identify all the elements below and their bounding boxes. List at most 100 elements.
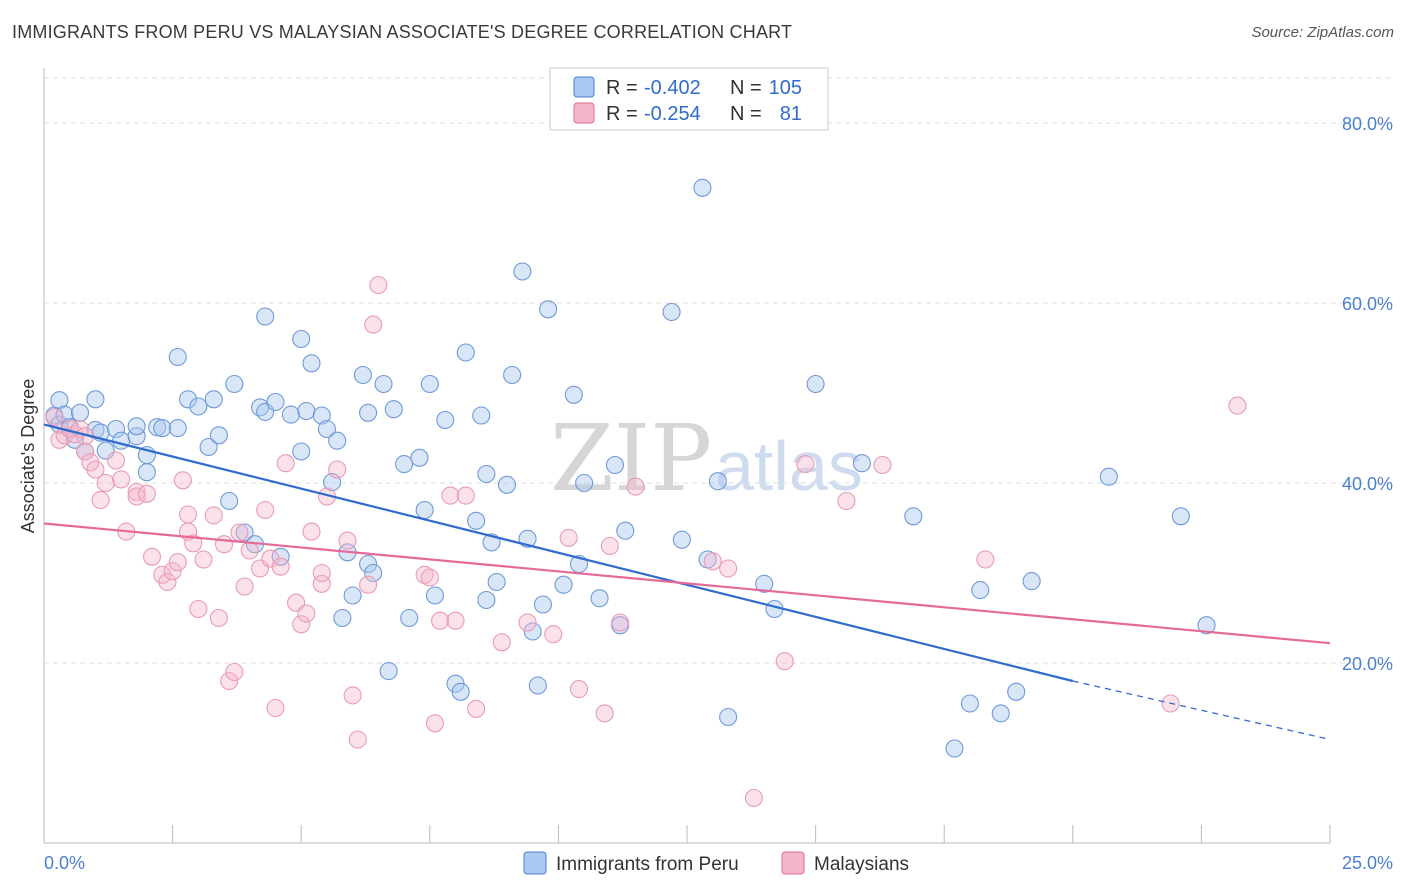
peru-point [852,454,871,473]
malaysian-point [415,565,434,584]
peru-point [719,707,738,727]
source-credit: Source: ZipAtlas.com [1251,24,1394,41]
peru-point [477,464,496,484]
peru-point [359,403,378,422]
peru-point [456,343,475,362]
peru-point [364,563,383,583]
peru-point [693,178,712,197]
peru-trend-line [43,423,1074,683]
peru-point [575,473,594,493]
tick-labels: 20.0% 40.0% 60.0% 80.0% 0.0% 25.0% [44,114,1393,873]
y-axis-title: Associate's Degree [18,379,38,534]
malaysian-point [611,613,630,632]
bottom-legend-label-pink: Malaysians [814,854,909,875]
legend-n-value-pink: 81 [780,103,802,125]
peru-point [960,694,979,713]
peru-point [333,608,352,628]
malaysian-point [302,522,321,541]
peru-point [1007,682,1026,701]
peru-point [374,374,393,394]
peru-point [127,427,146,446]
peru-point [1099,467,1118,486]
peru-point [605,455,625,475]
peru-point [50,391,69,410]
peru-point [312,406,331,425]
peru-point [616,521,635,540]
malaysian-point [220,671,239,691]
malaysian-point [256,500,275,520]
legend-r-value-pink: -0.254 [644,103,701,125]
malaysian-point [1228,396,1247,415]
peru-point [256,307,275,326]
peru-point [302,354,321,373]
malaysian-point [518,613,537,632]
peru-point [451,682,470,701]
peru-point [528,676,547,695]
peru-point [410,448,429,467]
peru-point [1022,572,1041,591]
malaysian-point [127,487,146,506]
peru-point [904,507,923,526]
peru-point [168,419,187,438]
legend-n-label-pink: N = [730,103,762,125]
peru-point [70,403,90,422]
trend-layer [43,423,1331,741]
peru-point [127,417,146,436]
peru-point [708,472,727,491]
legend-swatch-blue [573,76,595,98]
malaysian-point [276,454,295,473]
top-legend-box [549,67,829,131]
peru-point [564,385,583,404]
malaysian-point [441,486,460,505]
malaysian-point [328,460,347,479]
peru-point [467,511,486,530]
peru-point [755,574,774,593]
peru-point [662,302,681,322]
peru-point [281,405,300,424]
malaysian-point [775,652,794,671]
peru-point [86,390,105,409]
peru-point [168,347,187,367]
malaysian-point [189,599,208,619]
peru-point [204,390,223,409]
malaysian-point [178,505,198,524]
malaysian-point [240,541,259,560]
peru-point [425,586,444,605]
malaysian-point [446,611,465,630]
chart-title: IMMIGRANTS FROM PERU VS MALAYSIAN ASSOCI… [12,22,793,42]
malaysian-point [703,552,722,571]
malaysian-point [343,686,362,705]
peru-point [472,406,491,425]
peru-point [1197,616,1216,635]
peru-point [297,401,316,421]
watermark-zip: ZIP [550,405,712,512]
malaysian-point [456,486,475,505]
axes-layer [43,68,1331,844]
peru-point [497,475,517,494]
peru-point [513,262,532,281]
peru-point [415,500,434,520]
peru-point [209,426,228,445]
malaysian-point [45,408,64,427]
peru-point [554,575,573,594]
malaysian-point [744,788,763,808]
y-tick-label: 60.0% [1342,294,1393,314]
peru-point [971,581,990,600]
malaysian-point [292,615,311,634]
peru-point [199,437,218,457]
malaysian-point [184,534,203,553]
peru-point [436,410,455,430]
malaysian-point [359,575,378,594]
peru-point [420,374,439,394]
peru-point [945,739,964,758]
peru-point [235,523,254,542]
legend-r-label-pink: R = [606,103,638,125]
peru-point [353,365,372,385]
malaysian-point [369,275,388,295]
peru-point [317,419,336,439]
peru-point [225,374,244,394]
peru-trend-extension [1072,680,1331,741]
malaysian-point [544,625,563,644]
malaysian-point [266,698,285,718]
